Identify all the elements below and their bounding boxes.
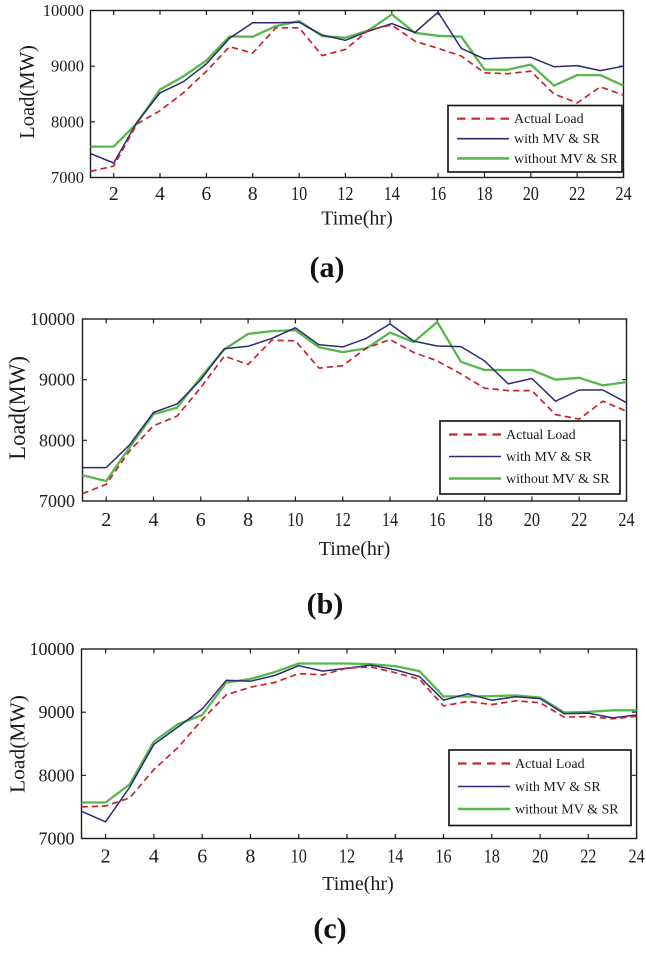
- svg-text:Actual Load: Actual Load: [514, 112, 584, 127]
- svg-text:20: 20: [523, 184, 539, 205]
- svg-text:10: 10: [291, 846, 307, 868]
- svg-text:6: 6: [202, 184, 212, 205]
- svg-text:24: 24: [618, 509, 634, 531]
- svg-text:7000: 7000: [39, 491, 75, 511]
- svg-text:8: 8: [248, 184, 258, 205]
- svg-text:Load(MW): Load(MW): [5, 356, 30, 460]
- svg-text:9000: 9000: [39, 702, 75, 722]
- svg-text:4: 4: [155, 184, 165, 205]
- svg-text:with MV & SR: with MV & SR: [506, 450, 592, 465]
- svg-text:6: 6: [196, 509, 206, 531]
- svg-text:8000: 8000: [39, 430, 75, 450]
- svg-text:Actual Load: Actual Load: [506, 428, 576, 443]
- svg-text:24: 24: [615, 184, 631, 205]
- svg-text:8: 8: [245, 846, 255, 868]
- svg-text:10: 10: [291, 184, 307, 205]
- svg-text:14: 14: [387, 846, 403, 868]
- svg-text:(a): (a): [310, 251, 345, 284]
- svg-text:16: 16: [430, 184, 446, 205]
- svg-text:Time(hr): Time(hr): [321, 208, 392, 230]
- svg-text:14: 14: [382, 509, 398, 531]
- svg-text:Actual Load: Actual Load: [515, 757, 585, 772]
- svg-text:8: 8: [243, 509, 253, 531]
- svg-text:(c): (c): [313, 912, 346, 945]
- svg-text:18: 18: [477, 509, 493, 531]
- svg-text:22: 22: [571, 509, 587, 531]
- svg-text:with MV & SR: with MV & SR: [514, 132, 600, 147]
- svg-text:9000: 9000: [39, 370, 75, 390]
- svg-text:Load(MW): Load(MW): [17, 45, 39, 139]
- svg-text:16: 16: [435, 846, 451, 868]
- svg-text:with MV & SR: with MV & SR: [515, 780, 601, 795]
- svg-text:(b): (b): [307, 588, 344, 621]
- svg-text:without MV & SR: without MV & SR: [515, 803, 619, 818]
- svg-text:without MV & SR: without MV & SR: [514, 152, 618, 167]
- svg-text:2: 2: [101, 846, 111, 868]
- svg-text:22: 22: [580, 846, 596, 868]
- svg-text:10: 10: [287, 509, 303, 531]
- svg-text:Load(MW): Load(MW): [6, 695, 30, 793]
- svg-text:Time(hr): Time(hr): [322, 873, 393, 895]
- svg-text:14: 14: [384, 184, 400, 205]
- svg-text:2: 2: [109, 184, 119, 205]
- svg-text:8000: 8000: [39, 765, 75, 785]
- svg-text:12: 12: [337, 184, 353, 205]
- svg-text:4: 4: [149, 509, 159, 531]
- svg-text:2: 2: [101, 509, 111, 531]
- svg-text:Time(hr): Time(hr): [319, 538, 390, 560]
- svg-text:18: 18: [476, 184, 492, 205]
- svg-text:24: 24: [629, 846, 645, 868]
- svg-text:12: 12: [335, 509, 351, 531]
- svg-text:22: 22: [569, 184, 585, 205]
- svg-text:7000: 7000: [39, 828, 75, 848]
- svg-text:10000: 10000: [30, 309, 75, 329]
- svg-text:18: 18: [484, 846, 500, 868]
- svg-text:12: 12: [339, 846, 355, 868]
- svg-text:9000: 9000: [51, 57, 84, 76]
- svg-text:16: 16: [429, 509, 445, 531]
- svg-text:7000: 7000: [51, 168, 84, 187]
- svg-text:10000: 10000: [30, 639, 75, 659]
- svg-text:20: 20: [532, 846, 548, 868]
- svg-text:without MV & SR: without MV & SR: [506, 472, 610, 487]
- svg-text:10000: 10000: [43, 1, 84, 20]
- svg-text:8000: 8000: [51, 112, 84, 131]
- svg-text:6: 6: [197, 846, 207, 868]
- svg-text:4: 4: [149, 846, 159, 868]
- svg-text:20: 20: [524, 509, 540, 531]
